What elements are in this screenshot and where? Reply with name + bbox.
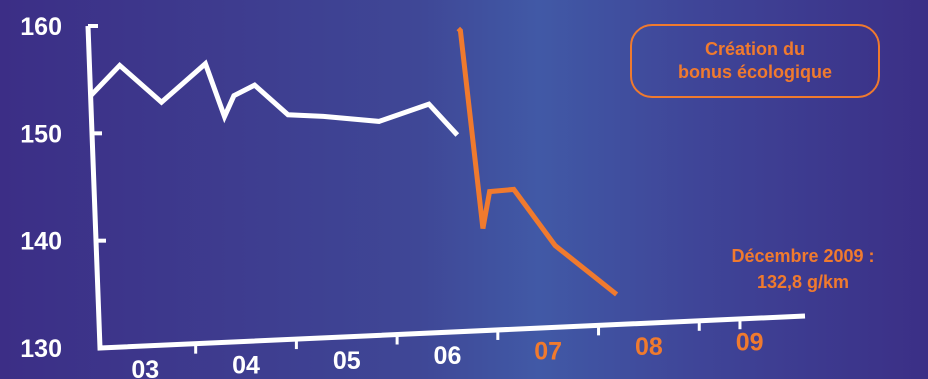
- x-tick-label: 07: [534, 338, 562, 366]
- x-tick-label: 05: [333, 347, 361, 375]
- x-tick-label: 08: [635, 333, 663, 361]
- annotation-final-value: Décembre 2009 : 132,8 g/km: [680, 243, 926, 295]
- tick-labels: 130 140 150 160 03 04 05 06 07 08 09: [20, 13, 763, 379]
- y-tick-label: 160: [20, 13, 62, 41]
- tick-marks: [88, 24, 742, 354]
- x-tick-label: 06: [434, 342, 462, 370]
- x-tick-label: 09: [736, 329, 764, 357]
- series-lines: [88, 26, 619, 297]
- series-line-1: [88, 59, 460, 137]
- series-line-2: [456, 26, 619, 297]
- annotation-final-line-2: 132,8 g/km: [756, 272, 850, 292]
- annotation-bonus-line-2: bonus écologique: [677, 62, 832, 82]
- x-tick-label: 03: [131, 356, 159, 379]
- annotation-bonus-line-1: Création du: [704, 39, 805, 59]
- x-tick-label: 04: [232, 351, 260, 379]
- y-tick-label: 130: [20, 335, 62, 363]
- y-tick-label: 140: [20, 228, 62, 256]
- annotation-bonus-box: Création du bonus écologique: [630, 24, 880, 98]
- annotation-final-line-1: Décembre 2009 :: [731, 246, 875, 266]
- y-tick-label: 150: [20, 120, 62, 148]
